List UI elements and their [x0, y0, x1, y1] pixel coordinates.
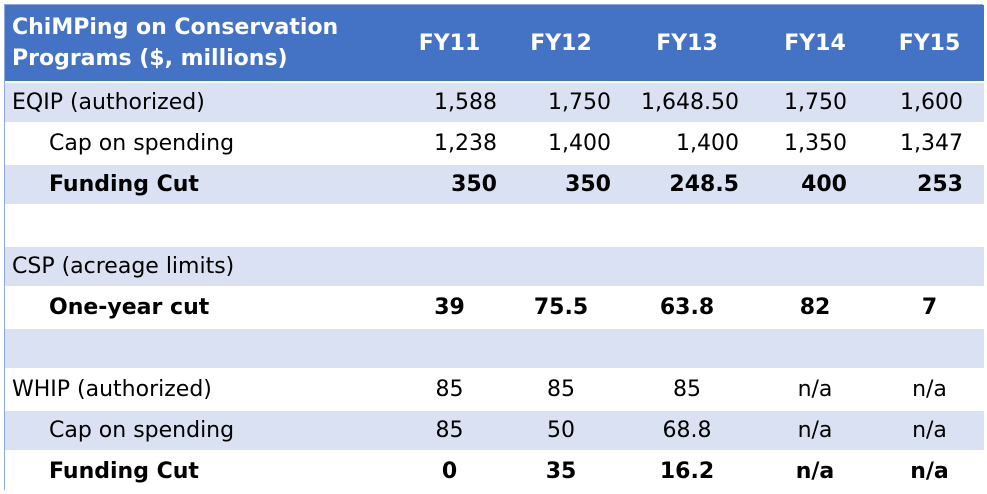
table-body: EQIP (authorized) 1,588 1,750 1,648.50 1,750…	[5, 82, 984, 493]
column-header: FY13	[619, 5, 755, 83]
table-cell: n/a	[875, 369, 984, 411]
row-label: One-year cut	[5, 287, 396, 329]
table-row: Cap on spending 85 50 68.8 n/a n/a	[5, 410, 984, 452]
table-cell	[875, 328, 984, 370]
table-row: CSP (acreage limits)	[5, 246, 984, 288]
table-cell: 1,350	[755, 123, 875, 165]
table-cell: 39	[396, 287, 503, 329]
conservation-table: ChiMPing on Conservation Programs ($, mi…	[4, 4, 984, 493]
table-cell: 1,400	[503, 123, 619, 165]
table-cell	[619, 205, 755, 247]
table-cell: 0	[396, 451, 503, 493]
table-cell: 1,750	[755, 82, 875, 124]
table-row: Funding Cut 0 35 16.2 n/a n/a	[5, 451, 984, 493]
table-row	[5, 328, 984, 370]
table-cell: 75.5	[503, 287, 619, 329]
table-cell	[755, 246, 875, 288]
table-cell: 1,347	[875, 123, 984, 165]
table-cell	[396, 328, 503, 370]
row-label: Funding Cut	[5, 164, 396, 206]
table-cell	[755, 328, 875, 370]
table-cell: 1,238	[396, 123, 503, 165]
table-cell: n/a	[755, 410, 875, 452]
table-cell: 85	[396, 410, 503, 452]
header-row: ChiMPing on Conservation Programs ($, mi…	[5, 5, 984, 83]
table-cell	[503, 328, 619, 370]
row-label: WHIP (authorized)	[5, 369, 396, 411]
table-cell: 253	[875, 164, 984, 206]
table-row: Funding Cut 350 350 248.5 400 253	[5, 164, 984, 206]
table-cell: 35	[503, 451, 619, 493]
table-cell: 1,588	[396, 82, 503, 124]
row-label	[5, 205, 396, 247]
table-cell: n/a	[875, 410, 984, 452]
row-label	[5, 328, 396, 370]
table-row: Cap on spending 1,238 1,400 1,400 1,350 1,347	[5, 123, 984, 165]
table-cell: 1,400	[619, 123, 755, 165]
row-label: EQIP (authorized)	[5, 82, 396, 124]
table-cell: 350	[396, 164, 503, 206]
table-row: EQIP (authorized) 1,588 1,750 1,648.50 1,750…	[5, 82, 984, 124]
row-label: Cap on spending	[5, 123, 396, 165]
table-cell: 350	[503, 164, 619, 206]
table-cell	[503, 246, 619, 288]
table-cell	[875, 246, 984, 288]
table-cell: 400	[755, 164, 875, 206]
table-cell: n/a	[755, 369, 875, 411]
table-cell: 85	[503, 369, 619, 411]
table-cell: 68.8	[619, 410, 755, 452]
table-cell: 248.5	[619, 164, 755, 206]
table-row: WHIP (authorized) 85 85 85 n/a n/a	[5, 369, 984, 411]
table-cell: 1,600	[875, 82, 984, 124]
table-cell: 50	[503, 410, 619, 452]
table-cell	[503, 205, 619, 247]
table-title: ChiMPing on Conservation Programs ($, mi…	[5, 5, 396, 83]
table-cell	[619, 328, 755, 370]
table-cell	[755, 205, 875, 247]
table-cell	[396, 205, 503, 247]
table-cell	[619, 246, 755, 288]
table-cell: 7	[875, 287, 984, 329]
row-label: CSP (acreage limits)	[5, 246, 396, 288]
row-label: Cap on spending	[5, 410, 396, 452]
table-cell: 16.2	[619, 451, 755, 493]
table-cell: 82	[755, 287, 875, 329]
table-cell	[875, 205, 984, 247]
column-header: FY12	[503, 5, 619, 83]
table-cell: 1,750	[503, 82, 619, 124]
row-label: Funding Cut	[5, 451, 396, 493]
column-header: FY14	[755, 5, 875, 83]
table-cell	[396, 246, 503, 288]
column-header: FY11	[396, 5, 503, 83]
table-cell: 63.8	[619, 287, 755, 329]
table-cell: n/a	[875, 451, 984, 493]
table-cell: 85	[396, 369, 503, 411]
data-table: ChiMPing on Conservation Programs ($, mi…	[5, 5, 984, 493]
table-cell: 1,648.50	[619, 82, 755, 124]
table-row	[5, 205, 984, 247]
table-cell: n/a	[755, 451, 875, 493]
column-header: FY15	[875, 5, 984, 83]
table-row: One-year cut 39 75.5 63.8 82 7	[5, 287, 984, 329]
table-cell: 85	[619, 369, 755, 411]
